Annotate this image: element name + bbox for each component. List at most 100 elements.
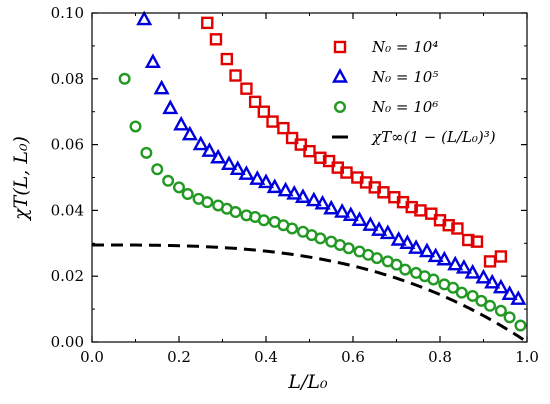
y-tick-label: 0.04 xyxy=(51,201,84,219)
x-tick-label: 0.4 xyxy=(254,348,278,366)
x-tick-label: 0.6 xyxy=(341,348,365,366)
series-2-point xyxy=(229,160,246,175)
series-2-point xyxy=(201,142,218,157)
y-tick-label: 0.08 xyxy=(51,70,84,88)
series-2-point xyxy=(314,194,331,210)
x-tick-label: 0.2 xyxy=(167,348,191,366)
series-3-point xyxy=(342,242,355,255)
series-2-point xyxy=(257,173,275,189)
series-2-point xyxy=(447,255,464,271)
series-3-point xyxy=(172,181,185,194)
series-2-point xyxy=(305,191,322,207)
series-3-point xyxy=(118,72,131,85)
series-2-point xyxy=(286,184,303,200)
series-1-point xyxy=(229,69,242,82)
series-3-point xyxy=(151,163,164,176)
series-1-point xyxy=(322,154,336,168)
series-2-point xyxy=(492,278,509,294)
series-1-point xyxy=(248,95,262,109)
series-3-point xyxy=(162,174,175,187)
series-1-point xyxy=(442,219,455,232)
series-1-point xyxy=(285,131,299,145)
legend-label: N₀ = 10⁶ xyxy=(371,98,438,116)
legend-label: N₀ = 10⁵ xyxy=(371,68,438,86)
series-3-point xyxy=(286,222,299,235)
series-2-point xyxy=(351,211,368,226)
series-2-point xyxy=(277,181,294,197)
series-3-point xyxy=(129,120,142,133)
series-3-point xyxy=(447,281,460,294)
series-2-point xyxy=(334,203,351,218)
series-3-point xyxy=(455,286,468,299)
y-tick-label: 0.06 xyxy=(51,136,84,154)
series-1-point xyxy=(303,144,316,158)
series-2-point xyxy=(162,99,179,115)
series-1-point xyxy=(470,235,484,248)
series-1-point xyxy=(483,255,497,268)
series-3-point xyxy=(494,304,507,317)
series-3-point xyxy=(181,187,194,200)
series-1-point xyxy=(425,207,438,220)
series-2-point xyxy=(501,285,518,300)
legend-label: χT∞(1 − (L/L₀)³) xyxy=(371,128,496,146)
series-1-point xyxy=(201,16,214,30)
series-theory-curve xyxy=(91,243,528,344)
series-3-point xyxy=(427,273,440,286)
series-2-point xyxy=(249,170,266,185)
series-2-point xyxy=(427,247,444,263)
legend-item: N₀ = 10⁶ xyxy=(334,98,438,116)
series-2-point xyxy=(362,216,379,231)
series-2-point xyxy=(464,263,481,279)
legend-item: N₀ = 10⁵ xyxy=(331,67,438,86)
series-2-point xyxy=(136,10,153,26)
series-2-point xyxy=(475,268,492,284)
series-3-point xyxy=(201,196,214,209)
series-2-point xyxy=(173,115,190,131)
legend-swatch-triangle xyxy=(331,67,349,83)
series-1-point xyxy=(209,33,223,46)
series-2-point xyxy=(371,221,388,236)
series-1-point xyxy=(451,222,464,235)
series-1-point xyxy=(277,121,290,135)
series-2-point xyxy=(510,290,527,305)
legend-item: χT∞(1 − (L/L₀)³) xyxy=(332,128,496,146)
series-1-point xyxy=(220,52,234,66)
series-1-point xyxy=(314,151,327,164)
series-2-point xyxy=(221,155,238,171)
series-3-point xyxy=(257,214,270,227)
series-3-point xyxy=(466,289,479,302)
x-tick-label: 1.0 xyxy=(515,348,539,366)
series-2-point xyxy=(436,250,453,266)
series-1-point xyxy=(294,138,307,151)
series-2-point xyxy=(266,178,283,194)
series-3-point xyxy=(370,252,383,265)
series-2-point xyxy=(418,242,435,258)
series-3-point xyxy=(390,258,403,271)
series-3-point xyxy=(314,232,327,245)
series-3-point xyxy=(140,146,153,159)
legend-swatch-square xyxy=(333,40,347,54)
axes-layer: 0.0 0.2 0.4 0.6 0.8 1.0 0.00 0.02 0.04 0.06 0.08 0.… xyxy=(51,4,539,366)
series-2-point xyxy=(144,53,161,69)
series-2-point xyxy=(323,199,340,215)
series-2-point xyxy=(294,188,311,203)
series-2-point xyxy=(153,79,170,95)
x-tick-label: 0.0 xyxy=(80,348,104,366)
series-1-point xyxy=(266,115,279,128)
series-3-point xyxy=(475,294,488,307)
series-2-point xyxy=(408,239,425,254)
series-1-point xyxy=(257,105,271,118)
series-2-point xyxy=(342,206,359,222)
series-1-point xyxy=(462,233,475,247)
x-tick-label: 0.8 xyxy=(428,348,452,366)
series-2-point xyxy=(399,234,416,250)
series-2-point xyxy=(455,258,472,274)
y-tick-label: 0.02 xyxy=(51,267,84,285)
series-3-point xyxy=(514,319,527,332)
y-tick-label: 0.00 xyxy=(51,333,84,351)
series-2-point xyxy=(192,135,209,151)
series-2-point xyxy=(390,231,407,246)
legend: N₀ = 10⁴ N₀ = 10⁵ N₀ = 10⁶ χT∞(1 − (L/L₀)³) xyxy=(331,38,496,146)
series-3-point xyxy=(229,206,242,219)
